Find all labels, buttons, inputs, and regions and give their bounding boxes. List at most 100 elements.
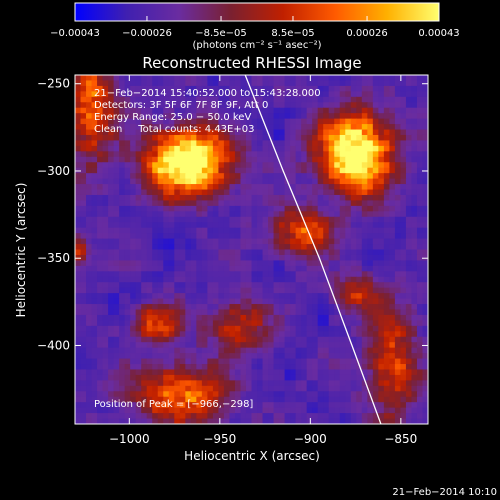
heatmap-cell [135,91,142,98]
heatmap-cell [201,205,208,212]
heatmap-cell [389,369,396,376]
heatmap-cell [416,407,424,414]
heatmap-cell [234,254,242,261]
heatmap-cell [152,96,159,103]
heatmap-cell [91,380,98,387]
heatmap-cell [135,156,142,163]
heatmap-cell [163,124,170,131]
heatmap-cell [394,271,402,278]
heatmap-cell [251,407,258,414]
heatmap-cell [279,91,286,98]
heatmap-cell [108,75,115,82]
heatmap-cell [257,113,264,120]
heatmap-cell [372,233,379,240]
heatmap-cell [345,151,352,158]
heatmap-cell [168,347,175,354]
heatmap-cell [157,151,164,158]
heatmap-cell [124,129,131,136]
heatmap-cell [240,91,247,98]
colorbar-tick-label: 0.00026 [346,28,387,39]
heatmap-cell [323,194,330,202]
heatmap-cell [124,364,131,371]
heatmap-cell [411,233,418,240]
heatmap-cell [91,342,98,349]
heatmap-cell [301,298,308,305]
heatmap-cell [284,129,291,136]
heatmap-cell [97,276,104,283]
heatmap-cell [345,254,352,261]
heatmap-cell [97,129,104,136]
heatmap-cell [350,413,357,420]
heatmap-cell [257,205,264,212]
heatmap-cell [201,325,208,332]
heatmap-cell [268,80,275,87]
heatmap-cell [152,260,159,267]
heatmap-cell [86,140,93,147]
heatmap-cell [323,140,330,147]
heatmap-cell [262,260,269,267]
heatmap-cell [201,80,208,87]
heatmap-cell [229,233,236,240]
heatmap-cell [196,238,203,245]
heatmap-cell [251,309,258,316]
heatmap-cell [234,413,242,420]
heatmap-cell [157,402,164,409]
heatmap-cell [157,331,164,338]
heatmap-cell [108,129,115,136]
heatmap-cell [367,380,374,387]
heatmap-cell [356,211,363,218]
heatmap-cell [383,113,390,120]
heatmap-cell [207,402,214,409]
heatmap-cell [284,233,291,240]
heatmap-cell [257,353,264,360]
heatmap-cell [372,320,379,327]
heatmap-cell [201,162,208,169]
heatmap-cell [268,260,275,267]
heatmap-cell [75,314,82,321]
heatmap-cell [350,331,357,338]
heatmap-cell [201,145,208,152]
heatmap-cell [174,205,181,212]
heatmap-cell [207,102,214,109]
heatmap-cell [163,358,170,365]
heatmap-cell [290,134,297,142]
heatmap-cell [323,287,330,294]
heatmap-cell [257,129,264,136]
heatmap-cell [306,309,313,316]
heatmap-cell [295,265,302,272]
heatmap-cell [251,75,258,82]
heatmap-cell [389,380,396,387]
heatmap-cell [86,200,93,207]
heatmap-cell [102,222,109,229]
heatmap-cell [389,254,396,261]
heatmap-cell [279,374,286,381]
heatmap-cell [201,102,208,109]
heatmap-cell [152,265,159,272]
heatmap-cell [218,298,225,305]
heatmap-cell [130,107,137,114]
heatmap-cell [152,178,159,185]
heatmap-cell [400,402,407,409]
heatmap-cell [312,364,319,371]
heatmap-cell [284,167,291,174]
heatmap-cell [108,151,115,158]
heatmap-cell [185,298,192,305]
heatmap-cell [124,156,131,163]
heatmap-cell [268,124,275,131]
heatmap-cell [130,276,137,283]
heatmap-cell [372,205,379,212]
heatmap-cell [383,304,390,311]
heatmap-cell [394,413,402,420]
heatmap-cell [312,309,319,316]
heatmap-cell [262,200,269,207]
heatmap-cell [284,396,291,403]
heatmap-cell [152,200,159,207]
heatmap-cell [372,336,379,343]
heatmap-cell [130,385,137,392]
heatmap-cell [124,249,131,256]
heatmap-cell [356,222,363,229]
heatmap-cell [284,238,291,245]
heatmap-cell [279,369,286,376]
heatmap-cell [113,184,120,191]
heatmap-cell [306,194,313,202]
